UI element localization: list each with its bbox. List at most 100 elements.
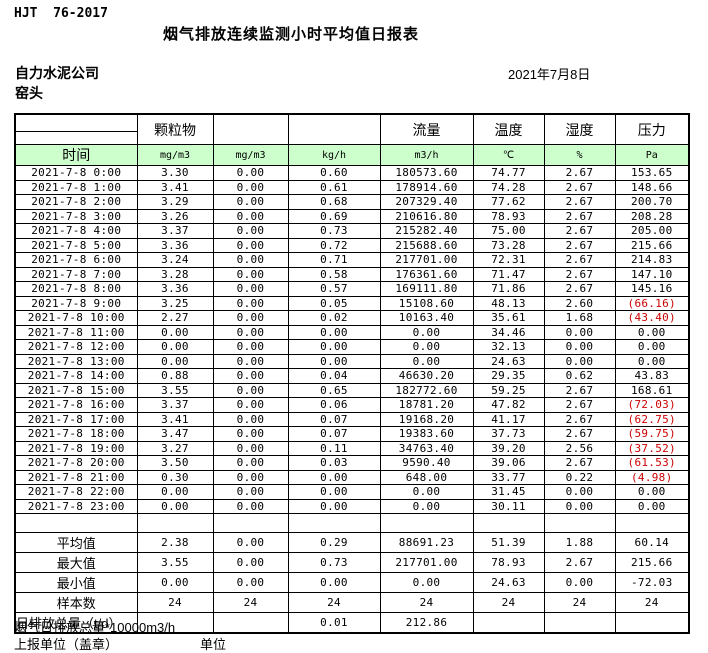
value-cell: 180573.60	[379, 165, 474, 181]
separator-cell	[14, 513, 138, 533]
summary-rows: 平均值 2.38 0.00 0.29 88691.23 51.39 1.88 60.14 最大值…	[14, 532, 690, 634]
value-cell: 0.00	[212, 353, 289, 369]
value-cell: 0.00	[287, 469, 381, 485]
value-cell: 2.67	[543, 426, 616, 442]
summary-value-cell: 0.00	[212, 572, 289, 593]
value-cell: 2.67	[543, 194, 616, 210]
summary-value-cell: 24.63	[472, 572, 545, 593]
value-cell: 0.07	[287, 426, 381, 442]
time-cell: 2021-7-8 7:00	[14, 266, 138, 282]
value-cell: 0.00	[212, 252, 289, 268]
table-row: 2021-7-8 14:00 0.88 0.00 0.04 46630.20 29.35 0…	[14, 368, 690, 384]
summary-value-cell: 1.88	[543, 532, 616, 553]
value-cell: 0.03	[287, 455, 381, 471]
value-cell: 0.00	[379, 353, 474, 369]
footer-note: 烟气日排放总量*10000m3/h	[14, 620, 176, 635]
value-cell: 2.67	[543, 237, 616, 253]
value-cell: 0.00	[212, 426, 289, 442]
value-cell: 0.69	[287, 208, 381, 224]
value-cell: 0.00	[212, 208, 289, 224]
summary-value-cell: 2.38	[136, 532, 214, 553]
value-cell: 15108.60	[379, 295, 474, 311]
value-cell: 0.58	[287, 266, 381, 282]
value-cell: 2.67	[543, 455, 616, 471]
summary-value-cell	[614, 612, 690, 634]
value-cell: 0.00	[136, 353, 214, 369]
value-cell: 0.57	[287, 281, 381, 297]
value-cell: 3.36	[136, 281, 214, 297]
value-cell: 78.93	[472, 208, 545, 224]
value-cell: 648.00	[379, 469, 474, 485]
summary-value-cell: 0.00	[379, 572, 474, 593]
value-cell: 176361.60	[379, 266, 474, 282]
value-cell: 77.62	[472, 194, 545, 210]
value-cell: 0.00	[287, 324, 381, 340]
value-cell: 0.00	[212, 484, 289, 500]
summary-row: 最大值 3.55 0.00 0.73 217701.00 78.93 2.67 215.66	[14, 552, 690, 573]
summary-value-cell: 88691.23	[379, 532, 474, 553]
summary-value-cell: 212.86	[379, 612, 474, 634]
time-cell: 2021-7-8 12:00	[14, 339, 138, 355]
value-cell: 48.13	[472, 295, 545, 311]
summary-value-cell: 0.00	[212, 532, 289, 553]
value-cell: 0.11	[287, 440, 381, 456]
value-cell: 71.86	[472, 281, 545, 297]
value-cell: 3.28	[136, 266, 214, 282]
summary-value-cell: 0.00	[287, 572, 381, 593]
summary-value-cell	[472, 612, 545, 634]
value-cell: 0.00	[136, 498, 214, 514]
value-cell: (62.75)	[614, 411, 690, 427]
value-cell: (59.75)	[614, 426, 690, 442]
value-cell: 3.55	[136, 382, 214, 398]
table-row: 2021-7-8 21:00 0.30 0.00 0.00 648.00 33.77 0.2…	[14, 469, 690, 485]
report-unit-label: 上报单位（盖章）	[14, 637, 119, 652]
value-cell: 182772.60	[379, 382, 474, 398]
value-cell: 2.67	[543, 411, 616, 427]
value-cell: 0.00	[287, 353, 381, 369]
value-cell: 0.22	[543, 469, 616, 485]
unit-mg-m3-2: mg/m3	[212, 144, 289, 166]
summary-value-cell: 217701.00	[379, 552, 474, 573]
value-cell: 147.10	[614, 266, 690, 282]
table-row: 2021-7-8 18:00 3.47 0.00 0.07 19383.60 37.73 2…	[14, 426, 690, 442]
value-cell: 0.00	[212, 440, 289, 456]
time-cell: 2021-7-8 21:00	[14, 469, 138, 485]
summary-value-cell: 0.73	[287, 552, 381, 573]
value-cell: 215.66	[614, 237, 690, 253]
time-cell: 2021-7-8 0:00	[14, 165, 138, 181]
time-cell: 2021-7-8 10:00	[14, 310, 138, 326]
separator-row	[14, 513, 690, 533]
value-cell: 0.00	[614, 353, 690, 369]
value-cell: 178914.60	[379, 179, 474, 195]
value-cell: 0.00	[543, 484, 616, 500]
table-row: 2021-7-8 11:00 0.00 0.00 0.00 0.00 34.46 0.00 0…	[14, 324, 690, 340]
summary-row: 样本数 24 24 24 24 24 24 24	[14, 592, 690, 613]
value-cell: 169111.80	[379, 281, 474, 297]
unit-label: 单位	[200, 637, 227, 652]
table-row: 2021-7-8 15:00 3.55 0.00 0.65 182772.60 59.25…	[14, 382, 690, 398]
value-cell: 0.06	[287, 397, 381, 413]
unit-mg-m3-1: mg/m3	[136, 144, 214, 166]
table-row: 2021-7-8 19:00 3.27 0.00 0.11 34763.40 39.20 2…	[14, 440, 690, 456]
value-cell: 0.00	[212, 397, 289, 413]
time-cell: 2021-7-8 6:00	[14, 252, 138, 268]
value-cell: 3.50	[136, 455, 214, 471]
summary-value-cell: 60.14	[614, 532, 690, 553]
value-cell: 0.00	[543, 339, 616, 355]
value-cell: 217701.00	[379, 252, 474, 268]
value-cell: 2.67	[543, 266, 616, 282]
summary-value-cell: 24	[543, 592, 616, 613]
value-cell: 0.00	[379, 339, 474, 355]
table-row: 2021-7-8 16:00 3.37 0.00 0.06 18781.20 47.82 2…	[14, 397, 690, 413]
time-cell: 2021-7-8 22:00	[14, 484, 138, 500]
value-cell: 214.83	[614, 252, 690, 268]
summary-value-cell: 3.55	[136, 552, 214, 573]
value-cell: 0.00	[212, 455, 289, 471]
value-cell: 2.67	[543, 252, 616, 268]
value-cell: 41.17	[472, 411, 545, 427]
value-cell: 0.00	[212, 237, 289, 253]
summary-value-cell	[543, 612, 616, 634]
unit-m3-h: m3/h	[379, 144, 474, 166]
value-cell: 0.00	[136, 484, 214, 500]
value-cell: 215282.40	[379, 223, 474, 239]
